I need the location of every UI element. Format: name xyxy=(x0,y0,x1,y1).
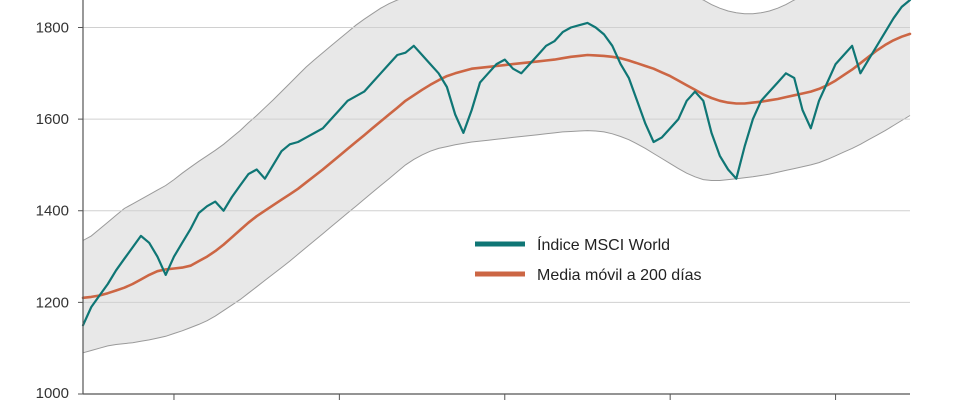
legend-label-ma200: Media móvil a 200 días xyxy=(537,267,702,284)
y-axis-ticks: 1000 1200 1400 1600 1800 xyxy=(36,19,83,400)
axes xyxy=(82,0,910,400)
y-tick-label: 1600 xyxy=(36,111,69,128)
volatility-band xyxy=(82,0,911,354)
y-tick-label: 1400 xyxy=(36,203,69,220)
grid-lines xyxy=(83,26,910,303)
legend-label-msci: Índice MSCI World xyxy=(537,235,670,254)
series-line-ma200 xyxy=(81,32,912,300)
band-upper-edge xyxy=(82,0,796,241)
band-lower-edge xyxy=(82,115,911,354)
y-tick-label: 1000 xyxy=(36,385,69,400)
y-tick-label: 1200 xyxy=(36,294,69,311)
band-fill xyxy=(83,0,910,353)
legend: Índice MSCI World Media móvil a 200 días xyxy=(475,235,702,284)
series-lines xyxy=(81,0,912,327)
series-line-msci xyxy=(81,0,912,327)
y-tick-label: 1800 xyxy=(36,19,69,36)
